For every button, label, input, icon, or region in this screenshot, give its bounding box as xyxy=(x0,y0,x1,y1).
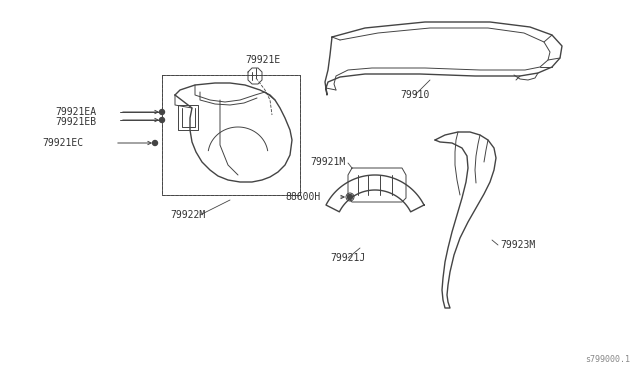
Text: 79922M: 79922M xyxy=(170,210,205,220)
Circle shape xyxy=(152,141,157,145)
Text: 79921E: 79921E xyxy=(245,55,280,65)
Text: s799000.1: s799000.1 xyxy=(585,355,630,364)
Circle shape xyxy=(159,109,164,115)
Circle shape xyxy=(159,118,164,122)
Text: 79921EB: 79921EB xyxy=(55,117,96,127)
Text: 79910: 79910 xyxy=(400,90,429,100)
Text: 79923M: 79923M xyxy=(500,240,535,250)
Text: 79921EA: 79921EA xyxy=(55,107,96,117)
Text: 79921EC: 79921EC xyxy=(42,138,83,148)
Circle shape xyxy=(348,195,353,199)
Text: 79921J: 79921J xyxy=(330,253,365,263)
Text: 88600H: 88600H xyxy=(285,192,320,202)
Text: 79921M: 79921M xyxy=(310,157,345,167)
